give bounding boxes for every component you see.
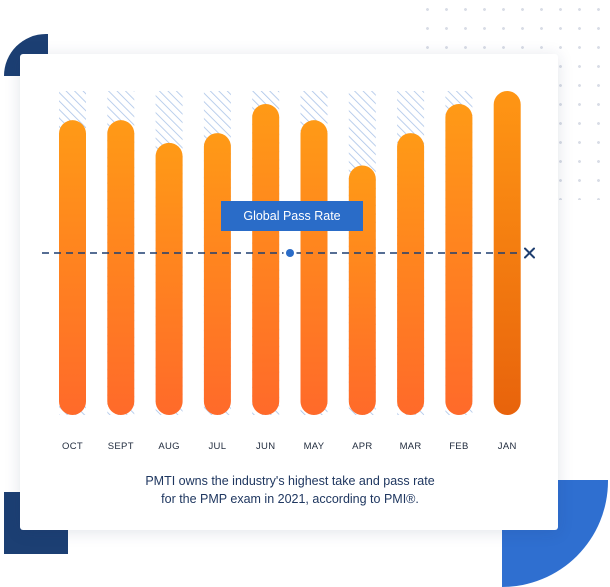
x-tick-label-oct: OCT (62, 441, 83, 452)
caption-line-1: PMTI owns the industry's highest take an… (145, 474, 435, 488)
chart-card: OCT SEPT AUG JUL JUN MAY APR MAR FEB JAN (20, 54, 558, 530)
x-tick-label-apr: APR (352, 441, 372, 452)
x-tick-label-aug: AUG (158, 441, 180, 452)
reference-marker (286, 249, 294, 257)
x-tick-label-mar: MAR (400, 441, 422, 452)
bar-jun (252, 103, 280, 416)
x-tick-label-sept: SEPT (108, 441, 134, 452)
bar-chart: OCT SEPT AUG JUL JUN MAY APR MAR FEB JAN (42, 91, 535, 452)
bar-sept (107, 120, 135, 415)
chart-caption: PMTI owns the industry's highest take an… (80, 472, 500, 508)
x-tick-label-jul: JUL (209, 441, 227, 452)
x-tick-label-feb: FEB (449, 441, 468, 452)
x-tick-label-jun: JUN (256, 441, 275, 452)
bar-jan (493, 91, 521, 415)
close-icon (524, 247, 535, 259)
bar-aug (155, 142, 183, 415)
bar-oct (59, 120, 86, 415)
global-pass-rate-badge: Global Pass Rate (221, 201, 363, 231)
caption-line-2: for the PMP exam in 2021, according to P… (161, 492, 419, 506)
x-tick-label-jan: JAN (498, 441, 517, 452)
bar-feb (445, 103, 473, 416)
bar-mar (397, 133, 425, 415)
x-tick-label-may: MAY (304, 441, 325, 452)
bar-may (300, 120, 328, 415)
bar-jul (203, 133, 231, 415)
